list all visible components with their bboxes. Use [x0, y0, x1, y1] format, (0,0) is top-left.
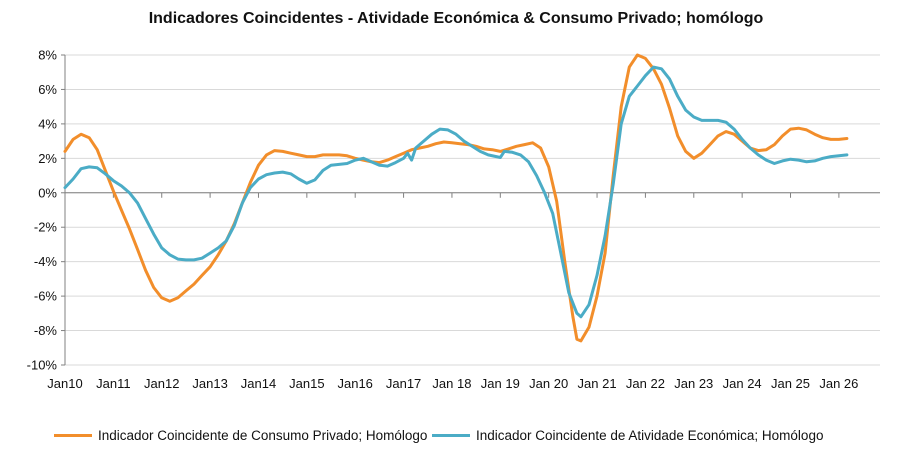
x-tick-label: Jan16	[337, 376, 372, 391]
series-line-consumo-privado	[63, 53, 849, 343]
x-tick-label: Jan17	[386, 376, 421, 391]
x-tick-label: Jan 19	[481, 376, 520, 391]
legend-swatch-consumo-privado	[54, 434, 92, 437]
x-tick-label: Jan13	[192, 376, 227, 391]
series-line-atividade-economica	[63, 65, 849, 319]
y-tick-label: 2%	[38, 151, 57, 166]
y-tick-label: -6%	[34, 289, 58, 304]
x-tick-label: Jan 25	[771, 376, 810, 391]
y-tick-label: -8%	[34, 323, 58, 338]
x-tick-label: Jan 22	[626, 376, 665, 391]
x-tick-label: Jan14	[241, 376, 276, 391]
legend-label-atividade-economica: Indicador Coincidente de Atividade Econó…	[476, 428, 824, 443]
y-tick-label: -10%	[27, 358, 58, 373]
x-tick-label: Jan11	[96, 376, 130, 391]
legend-label-consumo-privado: Indicador Coincidente de Consumo Privado…	[98, 428, 428, 443]
legend-item-consumo-privado: Indicador Coincidente de Consumo Privado…	[54, 428, 427, 443]
x-tick-label: Jan 21	[578, 376, 617, 391]
x-tick-label: Jan 18	[432, 376, 471, 391]
x-tick-label: Jan 26	[819, 376, 858, 391]
x-tick-label: Jan10	[47, 376, 82, 391]
y-tick-label: -4%	[34, 254, 58, 269]
x-tick-label: Jan12	[144, 376, 179, 391]
legend-swatch-atividade-economica	[432, 434, 470, 437]
x-tick-label: Jan 20	[529, 376, 568, 391]
x-axis-ticks: Jan10 Jan11 Jan12 Jan13 Jan14 Jan15 Jan16 Jan17…	[47, 376, 858, 391]
y-tick-label: 4%	[38, 116, 57, 131]
axes	[61, 54, 880, 366]
x-tick-label: Jan 24	[723, 376, 762, 391]
y-tick-label: 0%	[38, 185, 57, 200]
chart-title: Indicadores Coincidentes - Atividade Eco…	[148, 10, 764, 27]
legend-item-atividade-economica: Indicador Coincidente de Atividade Econó…	[432, 428, 823, 443]
series-lines	[63, 53, 849, 343]
x-tick-label: Jan 23	[674, 376, 713, 391]
gridlines	[65, 54, 880, 366]
y-tick-label: 6%	[38, 82, 57, 97]
y-tick-label: -2%	[34, 220, 58, 235]
y-axis-ticks: -10% -8% -6% -4% -2% 0% 2% 4% 6% 8%	[27, 48, 58, 373]
x-tick-label: Jan15	[289, 376, 324, 391]
y-tick-label: 8%	[38, 48, 57, 63]
